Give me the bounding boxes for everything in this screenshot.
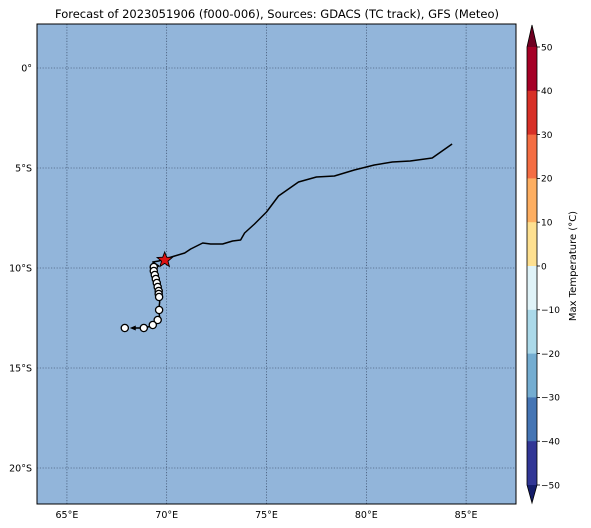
longitude-label: 65°E (56, 510, 79, 521)
longitude-labels: 65°E 70°E 75°E 80°E 85°E (56, 510, 478, 521)
colorbar-tick-label: 50 (541, 43, 553, 53)
latitude-label: 5°S (15, 164, 32, 175)
colorbar-tick-label: −20 (541, 350, 560, 360)
colorbar-segment (527, 134, 537, 179)
colorbar-segment (527, 90, 537, 135)
latitude-label: 15°S (9, 364, 32, 375)
colorbar-segment (527, 309, 537, 354)
colorbar-tick-label: 20 (541, 175, 553, 185)
colorbar-segment (527, 178, 537, 223)
track-position-marker (120, 323, 130, 333)
longitude-label: 70°E (155, 510, 178, 521)
colorbar-extend-bottom (527, 485, 537, 503)
latitude-label: 20°S (9, 464, 32, 475)
ocean-background (37, 24, 516, 504)
colorbar-segment (527, 266, 537, 311)
storm-position-star (155, 250, 174, 268)
colorbar-segment (527, 47, 537, 92)
latitude-labels: 0° 5°S 10°S 15°S 20°S (9, 64, 32, 475)
storm-track (120, 143, 453, 333)
track-position-marker (154, 292, 164, 302)
colorbar-segment (527, 397, 537, 442)
colorbar-segment (527, 441, 537, 486)
track-position-marker (148, 320, 158, 330)
colorbar-extend-top (527, 25, 537, 47)
longitude-label: 85°E (455, 510, 478, 521)
colorbar-label: Max Temperature (°C) (568, 211, 579, 321)
track-position-marker (153, 315, 162, 325)
track-position-marker (154, 305, 164, 315)
colorbar: 50 40 30 20 10 0 −10 −20 −30 −40 −50 (526, 24, 560, 505)
colorbar-tick-label: 10 (541, 219, 553, 229)
colorbar-tick-label: −30 (541, 394, 560, 404)
colorbar-tick-label: 40 (541, 87, 553, 97)
latitude-label: 0° (21, 64, 32, 75)
colorbar-tick-label: −50 (541, 481, 560, 491)
figure-title: Forecast of 2023051906 (f000-006), Sourc… (55, 7, 499, 21)
map-frame (36, 23, 517, 505)
track-position-marker (139, 323, 149, 333)
longitude-label: 75°E (255, 510, 278, 521)
track-arrowhead (129, 325, 136, 331)
colorbar-segment (527, 353, 537, 398)
colorbar-tick-label: 30 (541, 131, 553, 141)
map-panel: 65°E 70°E 75°E 80°E 85°E 0° 5°S 10°S 15°S 20°S (9, 23, 517, 521)
colorbar-segment (527, 222, 537, 267)
colorbar-tick-label: −40 (541, 438, 560, 448)
latitude-label: 10°S (9, 264, 32, 275)
colorbar-tick-label: 0 (541, 262, 547, 272)
colorbar-tick-label: −10 (541, 306, 560, 316)
longitude-label: 80°E (355, 510, 378, 521)
